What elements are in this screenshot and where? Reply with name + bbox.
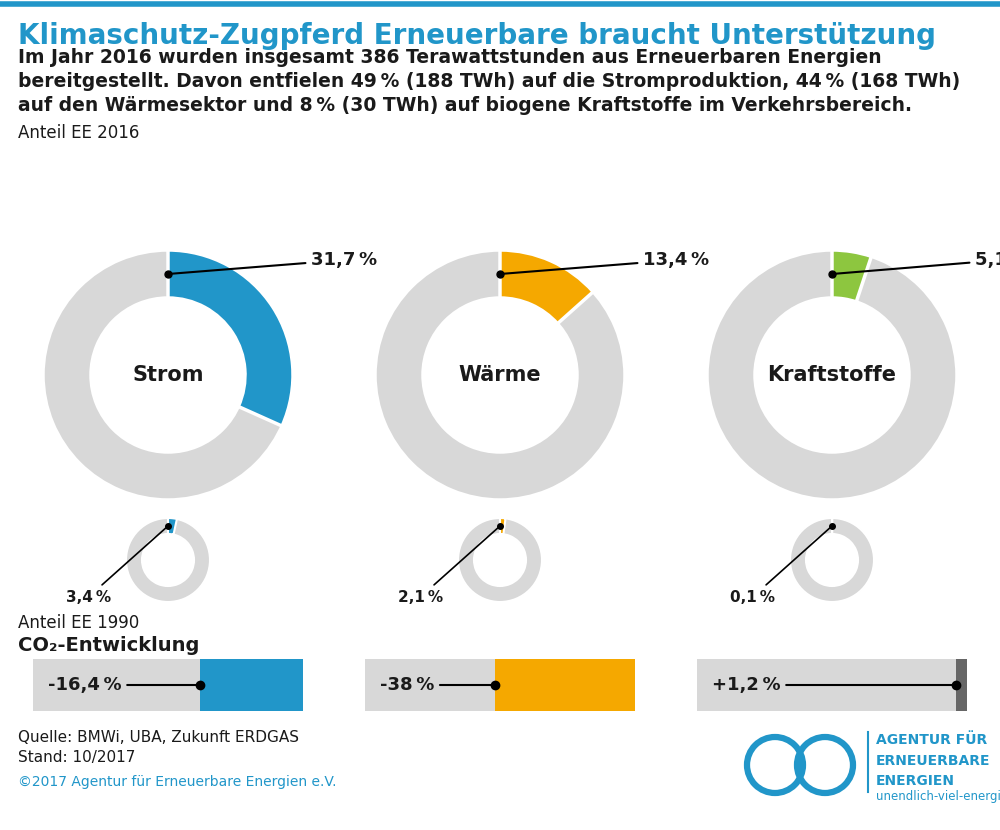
FancyBboxPatch shape bbox=[697, 659, 967, 711]
Text: Wärme: Wärme bbox=[459, 365, 541, 385]
Text: Anteil EE 1990: Anteil EE 1990 bbox=[18, 614, 139, 632]
Text: -16,4 %: -16,4 % bbox=[48, 676, 198, 694]
Wedge shape bbox=[43, 250, 293, 500]
Wedge shape bbox=[707, 250, 957, 500]
Wedge shape bbox=[168, 518, 177, 535]
Circle shape bbox=[807, 535, 857, 585]
FancyBboxPatch shape bbox=[200, 659, 303, 711]
Text: bereitgestellt. Davon entfielen 49 % (188 TWh) auf die Stromproduktion, 44 % (16: bereitgestellt. Davon entfielen 49 % (18… bbox=[18, 72, 960, 91]
Circle shape bbox=[757, 300, 907, 450]
FancyBboxPatch shape bbox=[365, 659, 635, 711]
Text: -38 %: -38 % bbox=[380, 676, 492, 694]
Circle shape bbox=[425, 300, 575, 450]
Text: auf den Wärmesektor und 8 % (30 TWh) auf biogene Kraftstoffe im Verkehrsbereich.: auf den Wärmesektor und 8 % (30 TWh) auf… bbox=[18, 96, 912, 115]
FancyBboxPatch shape bbox=[33, 659, 303, 711]
Text: 31,7 %: 31,7 % bbox=[171, 251, 377, 274]
Circle shape bbox=[475, 535, 525, 585]
Wedge shape bbox=[168, 250, 293, 426]
Text: Kraftstoffe: Kraftstoffe bbox=[768, 365, 896, 385]
Text: 5,1 %: 5,1 % bbox=[835, 251, 1000, 274]
Circle shape bbox=[143, 535, 193, 585]
FancyBboxPatch shape bbox=[956, 659, 967, 711]
Wedge shape bbox=[832, 250, 871, 302]
Wedge shape bbox=[500, 250, 593, 324]
Text: Klimaschutz-Zugpferd Erneuerbare braucht Unterstützung: Klimaschutz-Zugpferd Erneuerbare braucht… bbox=[18, 22, 936, 50]
Wedge shape bbox=[458, 518, 542, 602]
Text: 2,1 %: 2,1 % bbox=[398, 528, 498, 604]
FancyBboxPatch shape bbox=[495, 659, 635, 711]
Text: Quelle: BMWi, UBA, Zukunft ERDGAS: Quelle: BMWi, UBA, Zukunft ERDGAS bbox=[18, 730, 299, 745]
Text: 3,4 %: 3,4 % bbox=[66, 528, 166, 604]
Text: Strom: Strom bbox=[132, 365, 204, 385]
Text: unendlich-viel-energie.de: unendlich-viel-energie.de bbox=[876, 790, 1000, 803]
Circle shape bbox=[93, 300, 243, 450]
Text: Anteil EE 2016: Anteil EE 2016 bbox=[18, 124, 139, 142]
Text: 0,1 %: 0,1 % bbox=[730, 528, 830, 604]
Text: ©2017 Agentur für Erneuerbare Energien e.V.: ©2017 Agentur für Erneuerbare Energien e… bbox=[18, 775, 336, 789]
Text: +1,2 %: +1,2 % bbox=[712, 676, 953, 694]
Text: 13,4 %: 13,4 % bbox=[503, 251, 709, 274]
Wedge shape bbox=[126, 518, 210, 602]
Text: CO₂-Entwicklung: CO₂-Entwicklung bbox=[18, 636, 199, 655]
Text: AGENTUR FÜR
ERNEUERBARE
ENERGIEN: AGENTUR FÜR ERNEUERBARE ENERGIEN bbox=[876, 733, 990, 788]
Text: Stand: 10/2017: Stand: 10/2017 bbox=[18, 750, 135, 765]
Wedge shape bbox=[790, 518, 874, 602]
Wedge shape bbox=[375, 250, 625, 500]
Wedge shape bbox=[500, 518, 506, 535]
Text: Im Jahr 2016 wurden insgesamt 386 Terawattstunden aus Erneuerbaren Energien: Im Jahr 2016 wurden insgesamt 386 Terawa… bbox=[18, 48, 882, 67]
